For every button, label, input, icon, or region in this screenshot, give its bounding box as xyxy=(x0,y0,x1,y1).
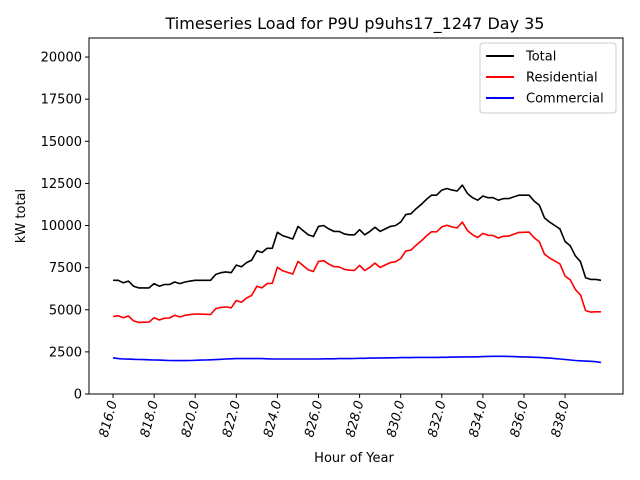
x-tick-label: 816.0 xyxy=(97,399,121,439)
x-tick-label: 826.0 xyxy=(302,399,326,439)
x-tick-label: 832.0 xyxy=(426,399,450,439)
y-tick-label: 0 xyxy=(74,388,82,403)
x-tick-label: 820.0 xyxy=(179,399,203,439)
x-axis-label: Hour of Year xyxy=(314,451,394,466)
series-line-total xyxy=(113,184,602,289)
x-tick-label: 838.0 xyxy=(549,399,573,439)
y-tick-label: 20000 xyxy=(41,51,82,66)
legend: Total Residential Commercial xyxy=(479,42,617,114)
y-tick-label: 7500 xyxy=(49,261,82,276)
y-tick-label: 10000 xyxy=(41,219,82,234)
y-axis-label: kW total xyxy=(14,189,29,243)
x-tick-label: 822.0 xyxy=(220,399,244,439)
series-line-commercial xyxy=(112,355,602,364)
x-tick-label: 836.0 xyxy=(508,399,532,439)
x-tick-label: 818.0 xyxy=(138,399,162,439)
x-tick-label: 824.0 xyxy=(261,399,285,439)
plot-frame xyxy=(88,37,624,395)
y-tick-label: 17500 xyxy=(41,93,82,108)
y-tick-label: 12500 xyxy=(41,177,82,192)
x-tick-label: 830.0 xyxy=(384,399,408,439)
x-tick-label: 828.0 xyxy=(343,399,367,439)
legend-label: Total xyxy=(525,50,556,65)
chart-title: Timeseries Load for P9U p9uhs17_1247 Day… xyxy=(165,14,545,34)
series-line-residential xyxy=(112,221,601,324)
legend-label: Residential xyxy=(526,71,598,86)
legend-label: Commercial xyxy=(526,92,604,107)
x-tick-label: 834.0 xyxy=(467,399,491,439)
y-tick-label: 15000 xyxy=(41,135,82,150)
legend-box xyxy=(479,42,617,114)
y-tick-label: 2500 xyxy=(49,345,82,360)
y-tick-label: 5000 xyxy=(49,303,82,318)
